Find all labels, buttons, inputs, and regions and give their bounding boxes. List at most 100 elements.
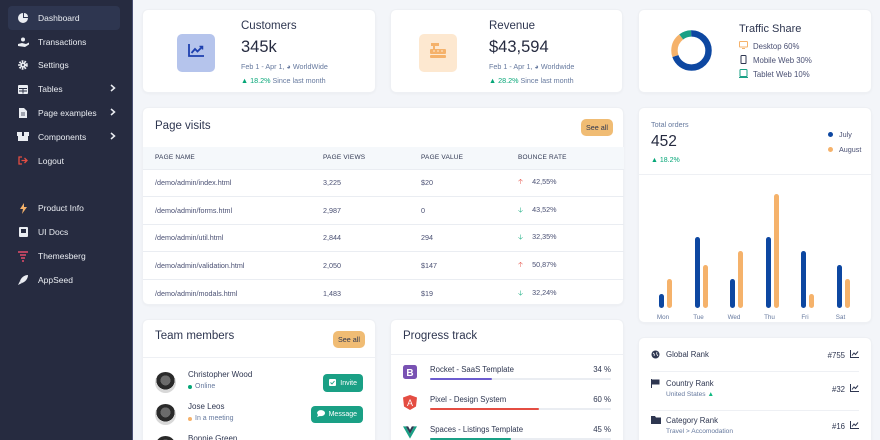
page-value-cell: $20 <box>421 168 518 197</box>
sidebar-link-label: Themesberg <box>38 251 86 262</box>
revenue-icon-box <box>419 34 457 72</box>
avatar[interactable] <box>155 436 176 440</box>
sidebar-item-label: Settings <box>38 60 69 71</box>
orders-value: 452 <box>651 133 677 150</box>
customers-card: Customers 345k Feb 1 - Apr 1, ◕ WorldWid… <box>142 9 376 93</box>
sidebar-link-product-info[interactable]: Product Info <box>8 197 120 221</box>
bar-august <box>667 279 672 308</box>
traffic-legend-tablet: Tablet Web 10% <box>739 69 810 80</box>
orders-bar-chart: Mon Tue Wed Thu Fri Sat <box>639 174 880 324</box>
customers-icon-box <box>177 34 215 72</box>
traffic-legend-desktop: Desktop 60% <box>739 41 799 51</box>
progress-bar <box>430 438 611 440</box>
sidebar-link-appseed[interactable]: AppSeed <box>8 268 120 292</box>
sidebar-link-label: UI Docs <box>38 227 69 238</box>
sidebar-item-tables[interactable]: Tables <box>8 77 120 101</box>
sidebar-item-logout[interactable]: Logout <box>8 149 120 173</box>
column-header: PAGE VIEWS <box>323 147 421 169</box>
progress-item: B Rocket - SaaS Template 34 % <box>403 365 611 393</box>
arrow-up-icon: 🡡 <box>518 259 524 269</box>
member-name[interactable]: Christopher Wood <box>188 370 253 379</box>
table-header-row: PAGE NAME PAGE VIEWS PAGE VALUE BOUNCE R… <box>143 147 624 169</box>
svg-text:A: A <box>407 398 413 408</box>
bounce-rate-cell: 🡣 32,24% <box>518 278 624 307</box>
avatar[interactable] <box>155 404 176 425</box>
progress-track-card: Progress track B Rocket - SaaS Template … <box>390 319 624 440</box>
desktop-icon <box>739 41 753 51</box>
page-value-cell: 294 <box>421 223 518 252</box>
globe-icon: ◕ <box>286 62 291 71</box>
chart-line-icon <box>188 44 204 62</box>
page-name-cell: /demo/admin/index.html <box>143 168 323 197</box>
bar-july <box>801 250 806 308</box>
bar-group-thu <box>765 193 779 308</box>
sidebar-item-settings[interactable]: Settings <box>8 54 120 78</box>
team-member-row: Bonnie Green <box>155 434 363 440</box>
x-axis-label: Thu <box>764 314 775 321</box>
message-button[interactable]: Message <box>310 406 363 423</box>
sidebar-nav: Dashboard Transactions Settings Tables P… <box>0 0 132 292</box>
caret-up-icon: ▲ <box>489 76 497 85</box>
bar-august <box>844 279 850 308</box>
sidebar-link-ui-docs[interactable]: UI Docs <box>8 220 120 244</box>
page-views-cell: 2,050 <box>323 251 421 279</box>
table-icon <box>17 83 29 95</box>
revenue-range: Feb 1 - Apr 1, ◕ Worldwide <box>489 62 575 71</box>
sidebar-item-label: Components <box>38 131 87 142</box>
team-members-card: Team members See all Christopher Wood On… <box>142 319 376 440</box>
page-value-cell: $19 <box>421 278 518 307</box>
sidebar-link-themesberg[interactable]: Themesberg <box>8 244 120 268</box>
page-visits-title: Page visits <box>155 120 211 132</box>
member-status: Online <box>188 383 215 390</box>
team-see-all-button[interactable]: See all <box>333 331 365 348</box>
sidebar-item-components[interactable]: Components <box>8 125 120 149</box>
total-orders-card: Total orders 452 ▲ 18.2% July August Mon… <box>638 107 872 323</box>
rank-row-category: Category Rank Travel > Accomodation #16 <box>651 416 859 440</box>
page-views-cell: 2,987 <box>323 196 421 224</box>
caret-up-icon: ▲ <box>651 157 660 164</box>
page-visits-see-all-button[interactable]: See all <box>581 119 613 136</box>
page-visits-card: Page visits See all PAGE NAME PAGE VIEWS… <box>142 107 624 307</box>
progress-track-title: Progress track <box>403 330 478 342</box>
member-name[interactable]: Jose Leos <box>188 402 225 411</box>
chevron-right-icon <box>110 84 116 94</box>
calendar-check-icon <box>329 378 340 388</box>
chart-line-icon <box>845 421 859 431</box>
customers-title: Customers <box>241 20 297 32</box>
page-name-cell: /demo/admin/forms.html <box>143 196 323 224</box>
bar-july <box>836 265 842 308</box>
arrow-down-icon: 🡣 <box>518 204 524 214</box>
invite-button[interactable]: Invite <box>323 374 363 392</box>
table-row: /demo/admin/util.html 2,844 294 🡣 32,35% <box>143 223 624 252</box>
sidebar-item-label: Dashboard <box>38 12 80 23</box>
bounce-rate-cell: 🡣 32,35% <box>518 223 624 252</box>
sidebar-item-dashboard[interactable]: Dashboard <box>8 6 120 30</box>
team-member-row: Christopher Wood Online Invite <box>155 370 363 400</box>
traffic-donut-chart <box>671 30 712 71</box>
folder-icon <box>651 416 661 426</box>
legend-july: July <box>828 130 852 139</box>
chevron-right-icon <box>110 108 116 118</box>
sidebar-item-label: Tables <box>38 84 63 95</box>
bar-group-wed <box>730 250 743 308</box>
bounce-rate-cell: 🡡 50,87% <box>518 251 624 279</box>
traffic-title: Traffic Share <box>739 23 802 35</box>
chevron-right-icon <box>110 132 116 142</box>
sidebar-item-transactions[interactable]: Transactions <box>8 30 120 54</box>
page-views-cell: 1,483 <box>323 278 421 307</box>
page-value-cell: $147 <box>421 251 518 279</box>
member-name[interactable]: Bonnie Green <box>188 434 238 440</box>
revenue-card: Revenue $43,594 Feb 1 - Apr 1, ◕ Worldwi… <box>390 9 623 93</box>
bolt-icon <box>17 202 29 214</box>
legend-august: August <box>828 145 861 154</box>
column-header: BOUNCE RATE <box>518 147 624 169</box>
orders-delta: ▲ 18.2% <box>651 157 680 164</box>
revenue-title: Revenue <box>489 20 536 32</box>
avatar[interactable] <box>155 372 176 393</box>
progress-bar <box>430 408 611 410</box>
page-name-cell: /demo/admin/validation.html <box>143 251 323 279</box>
x-axis-label: Sat <box>835 314 846 321</box>
sidebar-item-page-examples[interactable]: Page examples <box>8 101 120 125</box>
bar-july <box>694 236 700 308</box>
bar-august <box>738 250 743 308</box>
